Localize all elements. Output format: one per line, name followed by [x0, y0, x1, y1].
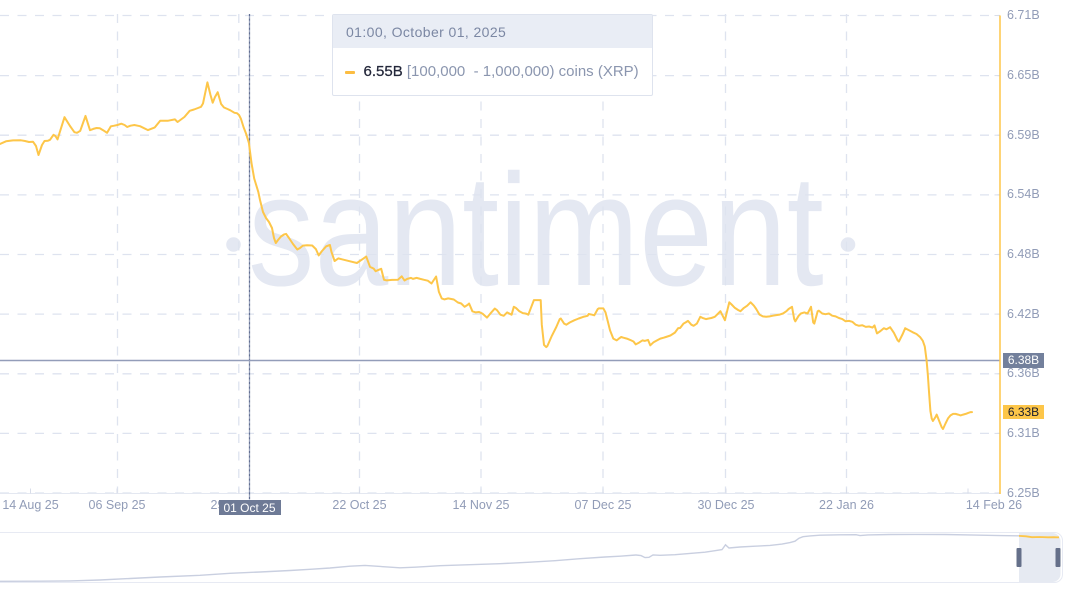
svg-text:santiment: santiment — [248, 142, 824, 320]
